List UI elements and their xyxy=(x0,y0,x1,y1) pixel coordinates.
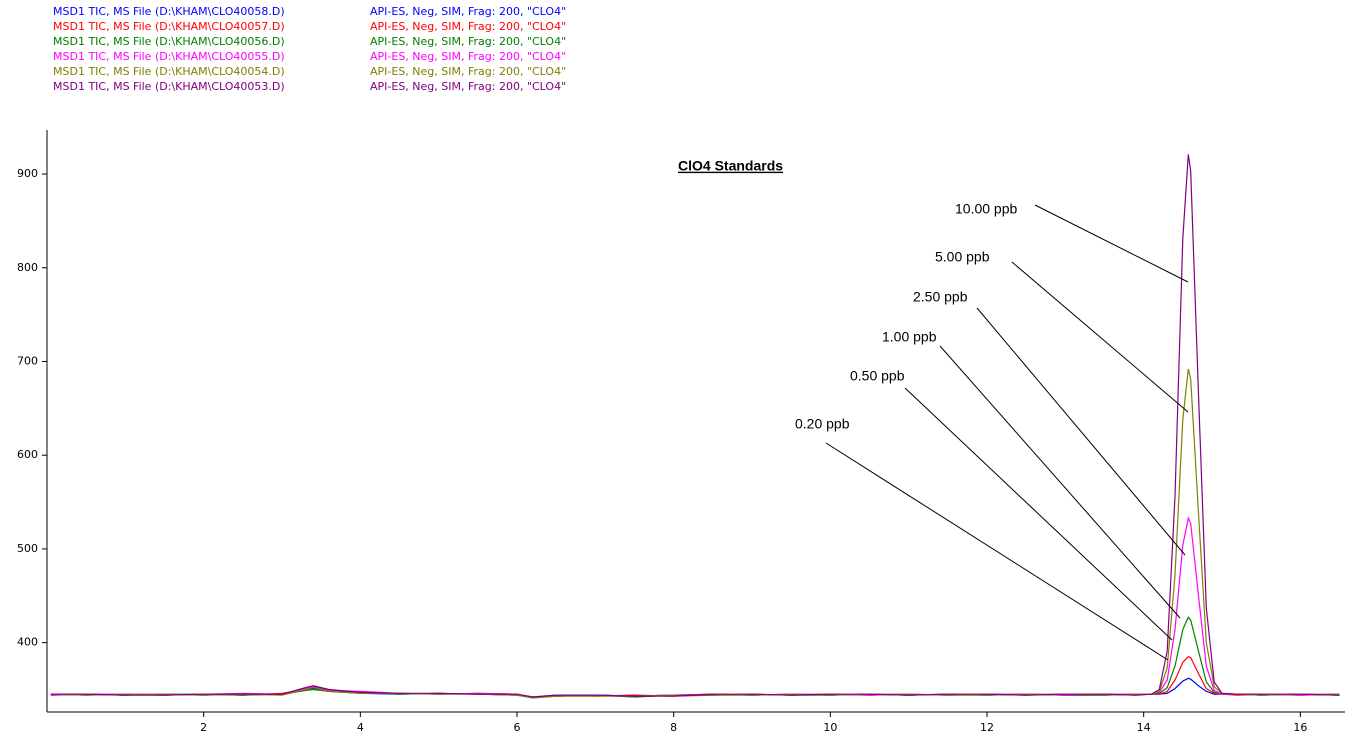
x-tick-label: 2 xyxy=(200,721,207,734)
y-tick-label: 600 xyxy=(17,448,38,461)
x-tick-label: 16 xyxy=(1293,721,1307,734)
legend-file: MSD1 TIC, MS File (D:\KHAM\CLO40053.D) xyxy=(53,80,285,93)
legend-method: API-ES, Neg, SIM, Frag: 200, "CLO4" xyxy=(370,65,566,78)
legend-method: API-ES, Neg, SIM, Frag: 200, "CLO4" xyxy=(370,35,566,48)
legend-file: MSD1 TIC, MS File (D:\KHAM\CLO40055.D) xyxy=(53,50,285,63)
series-line xyxy=(50,656,1340,699)
leader-line xyxy=(904,387,1173,641)
annotation: 0.20 ppb xyxy=(795,416,850,432)
leader-line xyxy=(939,345,1181,619)
series-line xyxy=(50,616,1340,699)
annotation: 10.00 ppb xyxy=(955,201,1017,217)
y-tick-label: 500 xyxy=(17,542,38,555)
y-tick-label: 800 xyxy=(17,261,38,274)
legend-file: MSD1 TIC, MS File (D:\KHAM\CLO40057.D) xyxy=(53,20,285,33)
leader-line xyxy=(825,442,1169,661)
legend-method: API-ES, Neg, SIM, Frag: 200, "CLO4" xyxy=(370,80,566,93)
y-tick-label: 700 xyxy=(17,354,38,367)
x-tick-label: 12 xyxy=(980,721,994,734)
series-line xyxy=(50,154,1340,698)
legend-file: MSD1 TIC, MS File (D:\KHAM\CLO40054.D) xyxy=(53,65,285,78)
annotation: 2.50 ppb xyxy=(913,289,968,305)
legend-file: MSD1 TIC, MS File (D:\KHAM\CLO40058.D) xyxy=(53,5,285,18)
legend-method: API-ES, Neg, SIM, Frag: 200, "CLO4" xyxy=(370,20,566,33)
leader-line xyxy=(976,307,1186,556)
x-tick-label: 14 xyxy=(1137,721,1151,734)
y-tick-label: 900 xyxy=(17,167,38,180)
series-line xyxy=(50,368,1340,699)
x-tick-label: 4 xyxy=(357,721,364,734)
legend-method: API-ES, Neg, SIM, Frag: 200, "CLO4" xyxy=(370,50,566,63)
series-line xyxy=(50,515,1340,698)
y-tick-label: 400 xyxy=(17,636,38,649)
legend-method: API-ES, Neg, SIM, Frag: 200, "CLO4" xyxy=(370,5,566,18)
annotation: 5.00 ppb xyxy=(935,249,990,265)
leader-line xyxy=(1034,204,1189,283)
x-tick-label: 10 xyxy=(823,721,837,734)
chart-title: ClO4 Standards xyxy=(678,158,783,174)
annotation: 0.50 ppb xyxy=(850,368,905,384)
x-tick-label: 8 xyxy=(670,721,677,734)
annotation: 1.00 ppb xyxy=(882,329,937,345)
legend-file: MSD1 TIC, MS File (D:\KHAM\CLO40056.D) xyxy=(53,35,285,48)
leader-line xyxy=(1011,261,1189,413)
x-tick-label: 6 xyxy=(514,721,521,734)
